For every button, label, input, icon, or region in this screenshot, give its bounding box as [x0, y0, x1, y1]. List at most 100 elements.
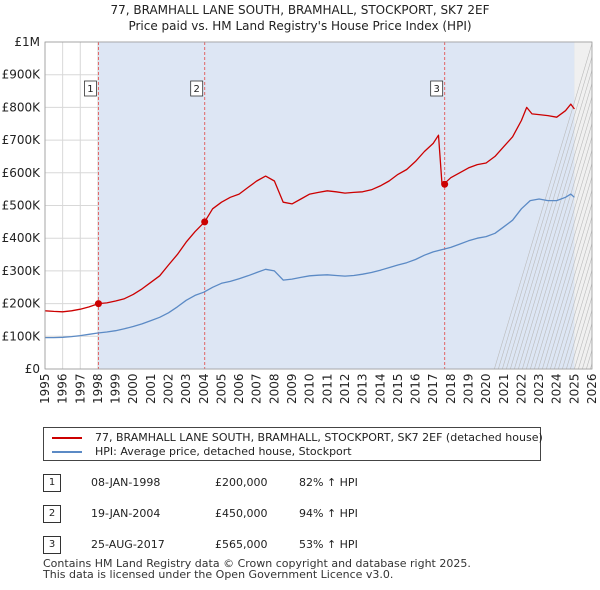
x-tick-label: 2004: [197, 373, 211, 404]
x-tick-label: 2006: [232, 373, 246, 404]
hatch-line: [502, 42, 600, 370]
sale-number-badge: 1: [43, 474, 61, 492]
x-tick-label: 2005: [214, 373, 228, 404]
x-tick-label: 2011: [320, 373, 334, 404]
sale-point: [441, 180, 449, 188]
sale-point: [94, 300, 102, 308]
sale-label-box: [430, 80, 444, 97]
y-tick-label: £800K: [2, 100, 42, 114]
sale-label-box: [84, 80, 97, 97]
x-tick-label: 2017: [426, 373, 440, 404]
x-tick-label: 2013: [356, 373, 370, 404]
sale-label-text: 3: [433, 84, 439, 95]
x-tick-label: 1999: [109, 373, 123, 404]
hatch-line: [558, 229, 600, 370]
sale-hpi-change: 53% ↑ HPI: [299, 538, 358, 551]
sale-date: 08-JAN-1998: [91, 476, 161, 489]
hatch-line: [494, 41, 593, 370]
sale-hpi-change: 82% ↑ HPI: [299, 476, 358, 489]
footer-licence: This data is licensed under the Open Gov…: [43, 568, 394, 581]
hatch-line: [518, 95, 600, 370]
y-tick-label: £400K: [2, 231, 42, 245]
y-tick-label: £500K: [2, 199, 42, 213]
legend-entry-hpi: HPI: Average price, detached house, Stoc…: [52, 445, 352, 459]
hatch-line: [534, 149, 600, 370]
x-tick-label: 1997: [73, 373, 87, 404]
x-tick-label: 2001: [144, 373, 158, 404]
sale-date: 19-JAN-2004: [91, 507, 161, 520]
x-tick-label: 2016: [409, 373, 423, 404]
x-tick-label: 1995: [38, 373, 52, 404]
hatch-line: [566, 255, 600, 370]
x-tick-label: 2015: [391, 373, 405, 404]
y-tick-label: £100K: [2, 329, 42, 343]
x-tick-label: 2010: [303, 373, 317, 404]
hatch-line: [498, 41, 597, 370]
x-tick-label: 2021: [497, 373, 511, 404]
legend-label-hpi: HPI: Average price, detached house, Stoc…: [95, 445, 352, 458]
legend-label-property: 77, BRAMHALL LANE SOUTH, BRAMHALL, STOCK…: [95, 431, 543, 444]
x-tick-label: 1996: [56, 373, 70, 404]
property-price-line: [44, 103, 575, 313]
sale-label-box: [190, 80, 204, 97]
x-tick-label: 2000: [126, 373, 140, 404]
legend-entry-property: 77, BRAMHALL LANE SOUTH, BRAMHALL, STOCK…: [52, 431, 543, 445]
hatch-line: [570, 269, 600, 370]
y-tick-label: £200K: [2, 297, 42, 311]
ownership-band: [98, 42, 205, 369]
x-tick-label: 2023: [532, 373, 546, 404]
ownership-band: [204, 42, 445, 369]
sale-markers: 1 2 3: [84, 80, 449, 308]
footer-copyright: Contains HM Land Registry data © Crown c…: [43, 557, 471, 570]
sale-point: [201, 218, 209, 226]
x-tick-label: 2009: [285, 373, 299, 404]
sale-row: 1 08-JAN-1998 £200,000 82% ↑ HPI: [43, 474, 443, 492]
hpi-line: [45, 193, 575, 339]
sale-row: 2 19-JAN-2004 £450,000 94% ↑ HPI: [43, 505, 443, 523]
legend: 77, BRAMHALL LANE SOUTH, BRAMHALL, STOCK…: [43, 427, 543, 461]
sale-number-badge: 3: [43, 536, 61, 554]
y-tick-label: £300K: [2, 264, 42, 278]
x-tick-label: 2008: [267, 373, 281, 404]
hatch-line: [530, 135, 600, 370]
footer: Contains HM Land Registry data © Crown c…: [43, 558, 471, 580]
legend-swatch-property: [52, 437, 82, 439]
y-tick-label: £600K: [2, 166, 42, 180]
chart-title-block: 77, BRAMHALL LANE SOUTH, BRAMHALL, STOCK…: [0, 2, 600, 34]
x-tick-label: 2007: [250, 373, 264, 404]
sale-price: £565,000: [215, 538, 268, 551]
chart-subtitle: Price paid vs. HM Land Registry's House …: [128, 19, 472, 33]
hatch-mask: [592, 40, 600, 371]
x-tick-label: 2024: [550, 373, 564, 404]
sale-row: 3 25-AUG-2017 £565,000 53% ↑ HPI: [43, 536, 443, 554]
sale-label-text: 2: [194, 84, 200, 95]
y-tick-label: £1M: [14, 35, 40, 49]
x-tick-label: 2002: [162, 373, 176, 404]
sale-date: 25-AUG-2017: [91, 538, 165, 551]
sale-label-text: 1: [87, 84, 93, 95]
x-tick-label: 2003: [179, 373, 193, 404]
sale-bands: [97, 42, 575, 369]
x-tick-label: 2022: [514, 373, 528, 404]
series-lines: [44, 103, 575, 339]
x-tick-label: 2026: [585, 373, 599, 404]
x-tick-label: 2018: [444, 373, 458, 404]
sale-hpi-change: 94% ↑ HPI: [299, 507, 358, 520]
hatch-line: [554, 215, 600, 370]
hatch-line: [538, 162, 600, 370]
x-tick-label: 1998: [91, 373, 105, 404]
hatch-line: [506, 55, 600, 370]
sale-price: £200,000: [215, 476, 268, 489]
hatch-line: [542, 175, 600, 370]
x-tick-label: 2012: [338, 373, 352, 404]
hatch-line: [522, 109, 600, 370]
x-tick-label: 2020: [479, 373, 493, 404]
hatch-line: [526, 122, 600, 370]
hatch-line: [562, 242, 600, 370]
chart-title: 77, BRAMHALL LANE SOUTH, BRAMHALL, STOCK…: [110, 3, 490, 17]
x-tick-label: 2025: [567, 373, 581, 404]
sale-price: £450,000: [215, 507, 268, 520]
y-tick-label: £0: [25, 362, 40, 376]
sale-number-badge: 2: [43, 505, 61, 523]
